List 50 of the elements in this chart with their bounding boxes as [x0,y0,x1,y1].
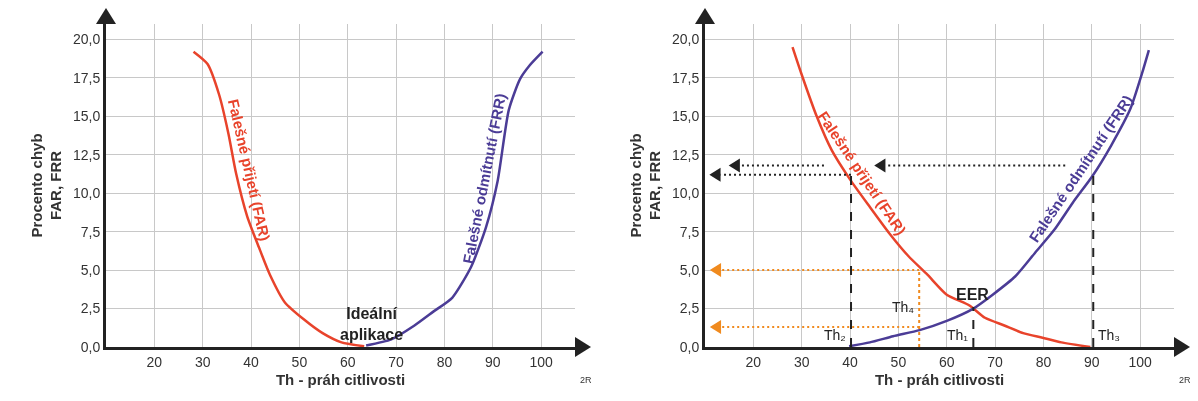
x-tick-label: 60 [339,353,356,370]
x-tick-label: 40 [243,353,260,370]
y-tick-label: 7,5 [679,223,700,240]
y-tick-label: 12,5 [671,146,700,163]
x-axis-title: Th - práh citlivosti [874,370,1005,388]
y-tick-label: 17,5 [671,69,700,86]
x-axis-title: Th - práh citlivosti [275,370,406,388]
x-tick-label: 100 [529,353,554,370]
y-tick-label: 20,0 [72,31,101,48]
x-tick-label: 90 [1084,353,1100,370]
y-axis-title: Procento chyb FAR, FRR [626,133,664,238]
annotation: Ideální aplikace [340,305,404,343]
x-tick-label: 70 [388,353,405,370]
y-tick-label: 7,5 [80,223,101,240]
y-tick-label: 17,5 [72,69,101,86]
y-tick-label: 2,5 [80,300,101,317]
annotation: Th₁ [947,327,969,343]
y-tick-label: 5,0 [679,262,700,278]
y-tick-label: 2,5 [679,300,700,317]
x-tick-label: 100 [1128,353,1153,370]
text: Falešné přijetí (FAR) [224,97,274,243]
y-tick-label: 0,0 [679,338,700,355]
y-tick-label: 10,0 [671,185,700,202]
x-tick-label: 20 [146,353,163,370]
annotation: Th₄ [892,299,915,315]
annotation: EER [956,286,990,303]
x-tick-label: 90 [485,353,501,370]
text: Falešné odmítnutí (FRR) [459,91,510,266]
y-tick-label: 10,0 [72,185,101,202]
x-tick-label: 40 [842,353,859,370]
x-tick-label: 50 [291,353,308,370]
x-tick-label: 60 [938,353,955,370]
x-tick-label: 30 [194,353,211,370]
y-tick-label: 15,0 [72,108,101,125]
y-tick-label: 15,0 [671,108,700,125]
annotation: Th₃ [1098,327,1121,343]
text: 2R [1179,375,1192,385]
y-axis-title: Procento chyb FAR, FRR [27,133,65,238]
x-tick-label: 50 [890,353,907,370]
x-tick-label: 80 [1035,353,1052,370]
y-tick-label: 20,0 [671,31,700,48]
x-tick-label: 80 [436,353,453,370]
x-tick-label: 30 [793,353,810,370]
x-tick-label: 20 [745,353,762,370]
y-tick-label: 0,0 [80,338,101,355]
text: 2R [580,375,593,385]
y-tick-label: 5,0 [80,262,101,278]
x-tick-label: 70 [987,353,1004,370]
annotation: Th₂ [824,327,846,343]
y-tick-label: 12,5 [72,146,101,163]
